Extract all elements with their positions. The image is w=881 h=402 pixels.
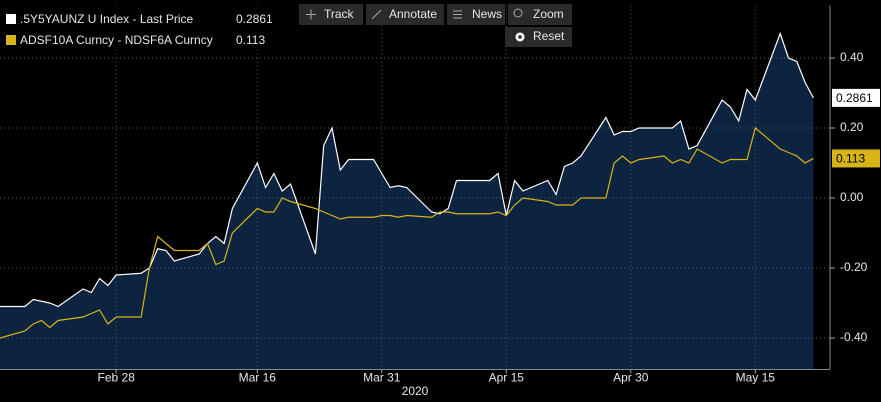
legend-last-value: 0.2861 bbox=[236, 12, 273, 26]
reset-label[interactable]: Reset bbox=[533, 29, 565, 43]
annotate-label[interactable]: Annotate bbox=[389, 7, 437, 21]
last-value-label: 0.113 bbox=[836, 152, 865, 166]
last-value-tag bbox=[832, 88, 880, 107]
legend-swatch bbox=[6, 14, 16, 24]
x-tick-label: Feb 28 bbox=[98, 371, 136, 385]
y-tick-label: 0.40 bbox=[840, 50, 864, 64]
legend-swatch bbox=[6, 35, 16, 45]
legend-box bbox=[0, 6, 282, 50]
x-tick-label: Apr 30 bbox=[613, 371, 649, 385]
legend-label: ADSF10A Curncy - NDSF6A Curncy bbox=[20, 33, 213, 47]
area-fill bbox=[0, 33, 814, 370]
annotate-button[interactable] bbox=[366, 4, 444, 25]
zoom-icon bbox=[513, 8, 523, 18]
reset-icon-dot bbox=[518, 35, 522, 39]
news-label[interactable]: News bbox=[472, 7, 502, 21]
y-tick-label: -0.40 bbox=[840, 330, 868, 344]
news-button[interactable] bbox=[447, 4, 505, 25]
news-icon bbox=[453, 10, 462, 19]
plot-area bbox=[0, 5, 830, 370]
toolbar: Track Annotate News Zoom Reset bbox=[299, 4, 572, 47]
last-value-tag bbox=[832, 149, 880, 168]
series-line bbox=[0, 126, 814, 339]
y-tick-label: -0.20 bbox=[840, 260, 868, 274]
x-tick-label: May 15 bbox=[736, 371, 776, 385]
annotate-icon bbox=[371, 9, 382, 20]
series-line bbox=[0, 31, 814, 308]
x-tick-label: Mar 16 bbox=[239, 371, 277, 385]
last-value-label: 0.2861 bbox=[836, 91, 873, 105]
track-label[interactable]: Track bbox=[324, 7, 355, 21]
reset-button[interactable] bbox=[505, 27, 572, 47]
x-axis-label: 2020 bbox=[402, 384, 429, 398]
x-tick-label: Apr 15 bbox=[489, 371, 525, 385]
track-button[interactable] bbox=[299, 4, 363, 25]
legend-last-value: 0.113 bbox=[236, 33, 265, 47]
y-tick-label: 0.00 bbox=[840, 190, 864, 204]
zoom-label[interactable]: Zoom bbox=[533, 7, 564, 21]
y-tick-label: 0.20 bbox=[840, 120, 864, 134]
x-tick-label: Mar 31 bbox=[363, 371, 401, 385]
track-icon bbox=[306, 9, 316, 20]
legend-label: .5Y5YAUNZ U Index - Last Price bbox=[20, 12, 194, 26]
zoom-button[interactable] bbox=[508, 4, 572, 25]
